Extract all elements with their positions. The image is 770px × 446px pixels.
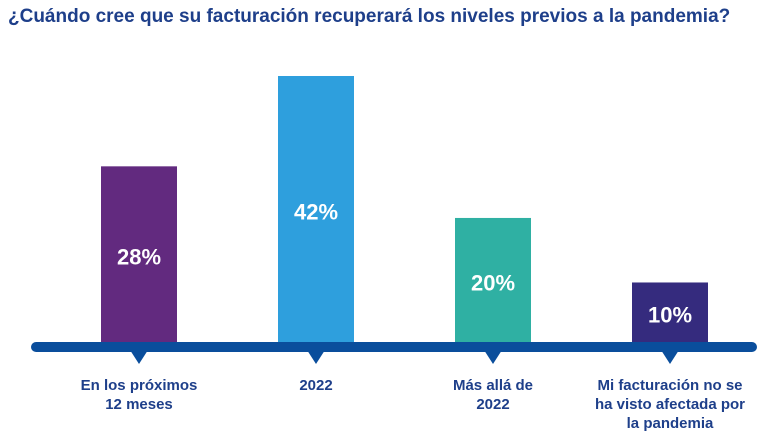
bar-1	[101, 166, 177, 347]
bars-group: 28% 42% 20% 10%	[101, 76, 708, 347]
category-labels-group: En los próximos 12 meses 2022 Más allá de 20…	[81, 377, 746, 432]
bar-3	[455, 217, 531, 347]
axis-pointer-3	[484, 350, 502, 364]
axis-pointer-1	[130, 350, 148, 364]
bar-value-label-2: 42%	[294, 200, 338, 225]
axis-pointer-4	[661, 350, 679, 364]
chart-title: ¿Cuándo cree que su facturación recupera…	[8, 6, 731, 27]
bar-4	[632, 282, 708, 347]
bar-value-label-3: 20%	[471, 270, 515, 295]
category-label-1: En los próximos 12 meses	[81, 377, 198, 413]
bar-value-label-1: 28%	[117, 245, 161, 270]
axis-group	[31, 342, 757, 364]
category-label-4: Mi facturación no se ha visto afectada po…	[595, 377, 745, 432]
bar-value-label-4: 10%	[648, 303, 692, 328]
category-label-3: Más allá de 2022	[453, 377, 533, 413]
bar-2	[278, 76, 354, 347]
category-label-2: 2022	[299, 377, 332, 394]
axis-pointer-2	[307, 350, 325, 364]
